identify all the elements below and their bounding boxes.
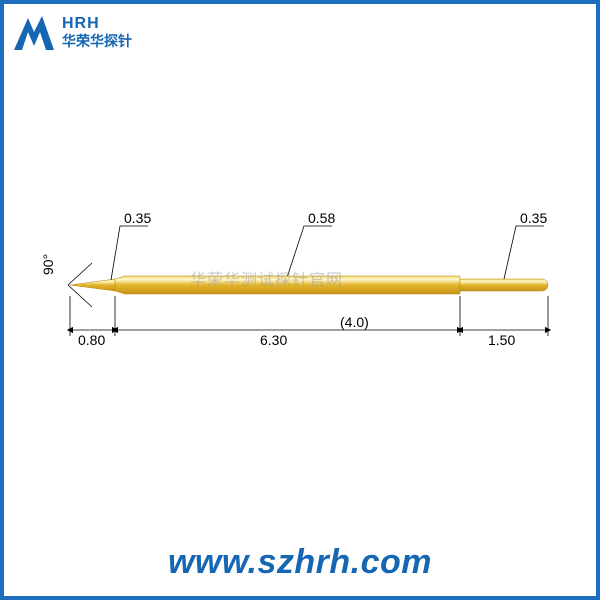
label-stroke: (4.0) xyxy=(340,314,369,330)
website-url: www.szhrh.com xyxy=(0,543,600,582)
probe-diagram: 华荣华测试探针官网 90° 0.35 0.58 0.35 0.80 6.30 (… xyxy=(40,180,560,400)
label-len-tip: 0.80 xyxy=(78,332,105,348)
logo-mark-icon xyxy=(12,12,56,52)
probe-svg xyxy=(40,180,560,400)
watermark-text: 华荣华测试探针官网 xyxy=(190,266,343,290)
brand-logo: HRH 华荣华探针 xyxy=(12,12,132,52)
label-d-tip: 0.35 xyxy=(124,210,151,226)
label-len-plunger: 1.50 xyxy=(488,332,515,348)
logo-abbr: HRH xyxy=(62,16,132,32)
logo-cn: 华荣华探针 xyxy=(62,34,132,48)
label-len-body: 6.30 xyxy=(260,332,287,348)
label-angle: 90° xyxy=(40,254,56,275)
label-d-plunger: 0.35 xyxy=(520,210,547,226)
label-d-body: 0.58 xyxy=(308,210,335,226)
